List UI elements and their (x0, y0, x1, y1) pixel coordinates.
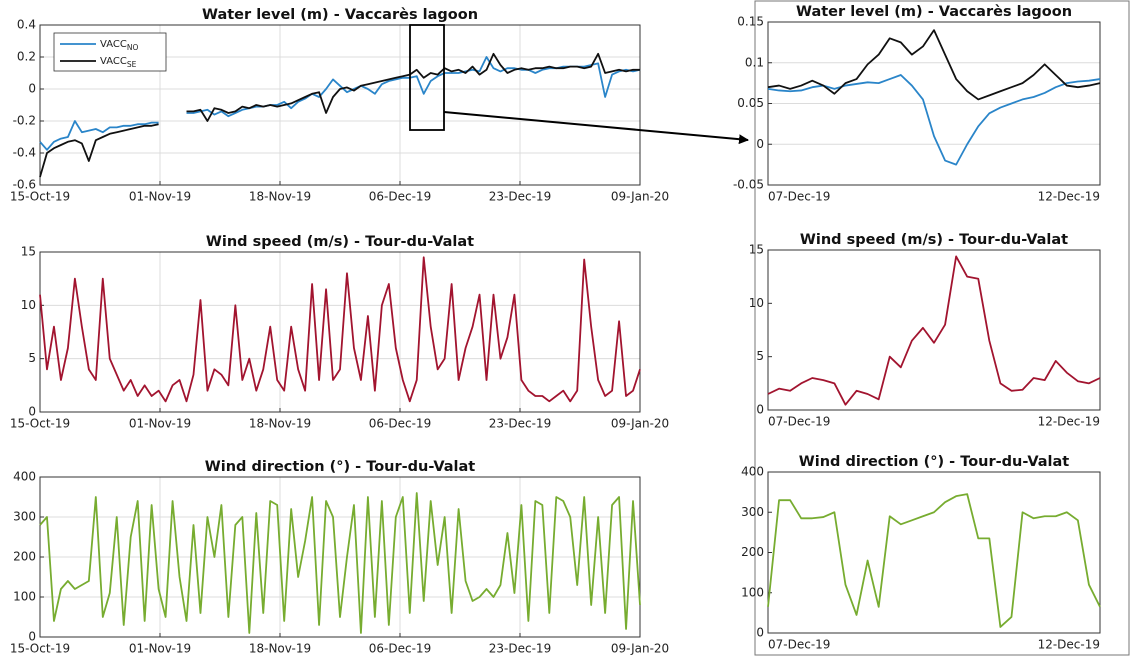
legend-label: VACCSE (100, 56, 137, 69)
legend-label: VACCNO (100, 39, 138, 52)
zoom-panel-border (754, 0, 1130, 656)
y-tick-label: 300 (13, 510, 36, 524)
axes-box (767, 471, 1101, 634)
y-tick-label: 15 (21, 245, 36, 259)
y-tick-label: 0 (28, 82, 36, 96)
series-line (767, 493, 1101, 628)
x-tick-label: 01-Nov-19 (129, 190, 191, 204)
y-tick-label: -0.2 (13, 114, 36, 128)
x-tick-label: 07-Dec-19 (768, 415, 830, 429)
axes-box (39, 24, 641, 186)
y-tick-label: 0.1 (745, 55, 764, 69)
y-tick-label: 200 (741, 545, 764, 559)
axes-box (39, 251, 641, 413)
chart-title: Wind direction (°) - Tour-du-Valat (205, 459, 476, 475)
series-line (767, 29, 1101, 101)
x-tick-label: 12-Dec-19 (1038, 190, 1100, 204)
y-tick-label: 0 (756, 403, 764, 417)
x-tick-label: 15-Oct-19 (10, 642, 70, 656)
y-tick-label: 0 (756, 626, 764, 640)
y-tick-label: 0.2 (17, 50, 36, 64)
chart-title: Water level (m) - Vaccarès lagoon (796, 4, 1072, 20)
x-tick-label: 15-Oct-19 (10, 417, 70, 431)
y-tick-label: 0.05 (737, 96, 764, 110)
x-tick-label: 06-Dec-19 (369, 642, 431, 656)
axes-box (39, 476, 641, 638)
chart-title: Wind speed (m/s) - Tour-du-Valat (206, 234, 474, 250)
y-tick-label: 100 (13, 590, 36, 604)
y-tick-label: 0.4 (17, 18, 36, 32)
y-tick-label: 400 (13, 470, 36, 484)
legend-box (53, 32, 167, 72)
x-tick-label: 06-Dec-19 (369, 417, 431, 431)
series-line (39, 256, 641, 403)
x-tick-label: 18-Nov-19 (249, 190, 311, 204)
series-line (39, 492, 641, 634)
x-tick-label: 01-Nov-19 (129, 642, 191, 656)
y-tick-label: -0.05 (733, 178, 764, 192)
x-tick-label: 18-Nov-19 (249, 417, 311, 431)
x-tick-label: 07-Dec-19 (768, 638, 830, 652)
x-tick-label: 18-Nov-19 (249, 642, 311, 656)
chart-title: Water level (m) - Vaccarès lagoon (202, 7, 478, 23)
y-tick-label: 5 (28, 351, 36, 365)
y-tick-label: 0.15 (737, 15, 764, 29)
y-tick-label: 0 (28, 630, 36, 644)
chart-title: Wind speed (m/s) - Tour-du-Valat (800, 232, 1068, 248)
y-tick-label: -0.4 (13, 146, 36, 160)
x-tick-label: 01-Nov-19 (129, 417, 191, 431)
x-tick-label: 09-Jan-20 (611, 417, 669, 431)
axes-box (767, 21, 1101, 186)
x-tick-label: 23-Dec-19 (489, 417, 551, 431)
y-tick-label: 15 (749, 243, 764, 257)
y-tick-label: 200 (13, 550, 36, 564)
zoom-arrow (443, 111, 749, 145)
x-tick-label: 06-Dec-19 (369, 190, 431, 204)
series-line (767, 74, 1101, 166)
x-tick-label: 12-Dec-19 (1038, 638, 1100, 652)
zoom-box (409, 24, 445, 131)
y-tick-label: 400 (741, 465, 764, 479)
x-tick-label: 09-Jan-20 (611, 190, 669, 204)
axes-box (767, 249, 1101, 411)
y-tick-label: 0 (28, 405, 36, 419)
y-tick-label: 10 (21, 298, 36, 312)
series-line (39, 52, 640, 178)
x-tick-label: 07-Dec-19 (768, 190, 830, 204)
chart-title: Wind direction (°) - Tour-du-Valat (799, 454, 1070, 470)
y-tick-label: 10 (749, 296, 764, 310)
y-tick-label: 0 (756, 137, 764, 151)
x-tick-label: 23-Dec-19 (489, 642, 551, 656)
y-tick-label: 5 (756, 349, 764, 363)
x-tick-label: 12-Dec-19 (1038, 415, 1100, 429)
x-tick-label: 23-Dec-19 (489, 190, 551, 204)
series-line (767, 255, 1101, 406)
y-tick-label: -0.6 (13, 178, 36, 192)
x-tick-label: 15-Oct-19 (10, 190, 70, 204)
x-tick-label: 09-Jan-20 (611, 642, 669, 656)
y-tick-label: 100 (741, 585, 764, 599)
y-tick-label: 300 (741, 505, 764, 519)
